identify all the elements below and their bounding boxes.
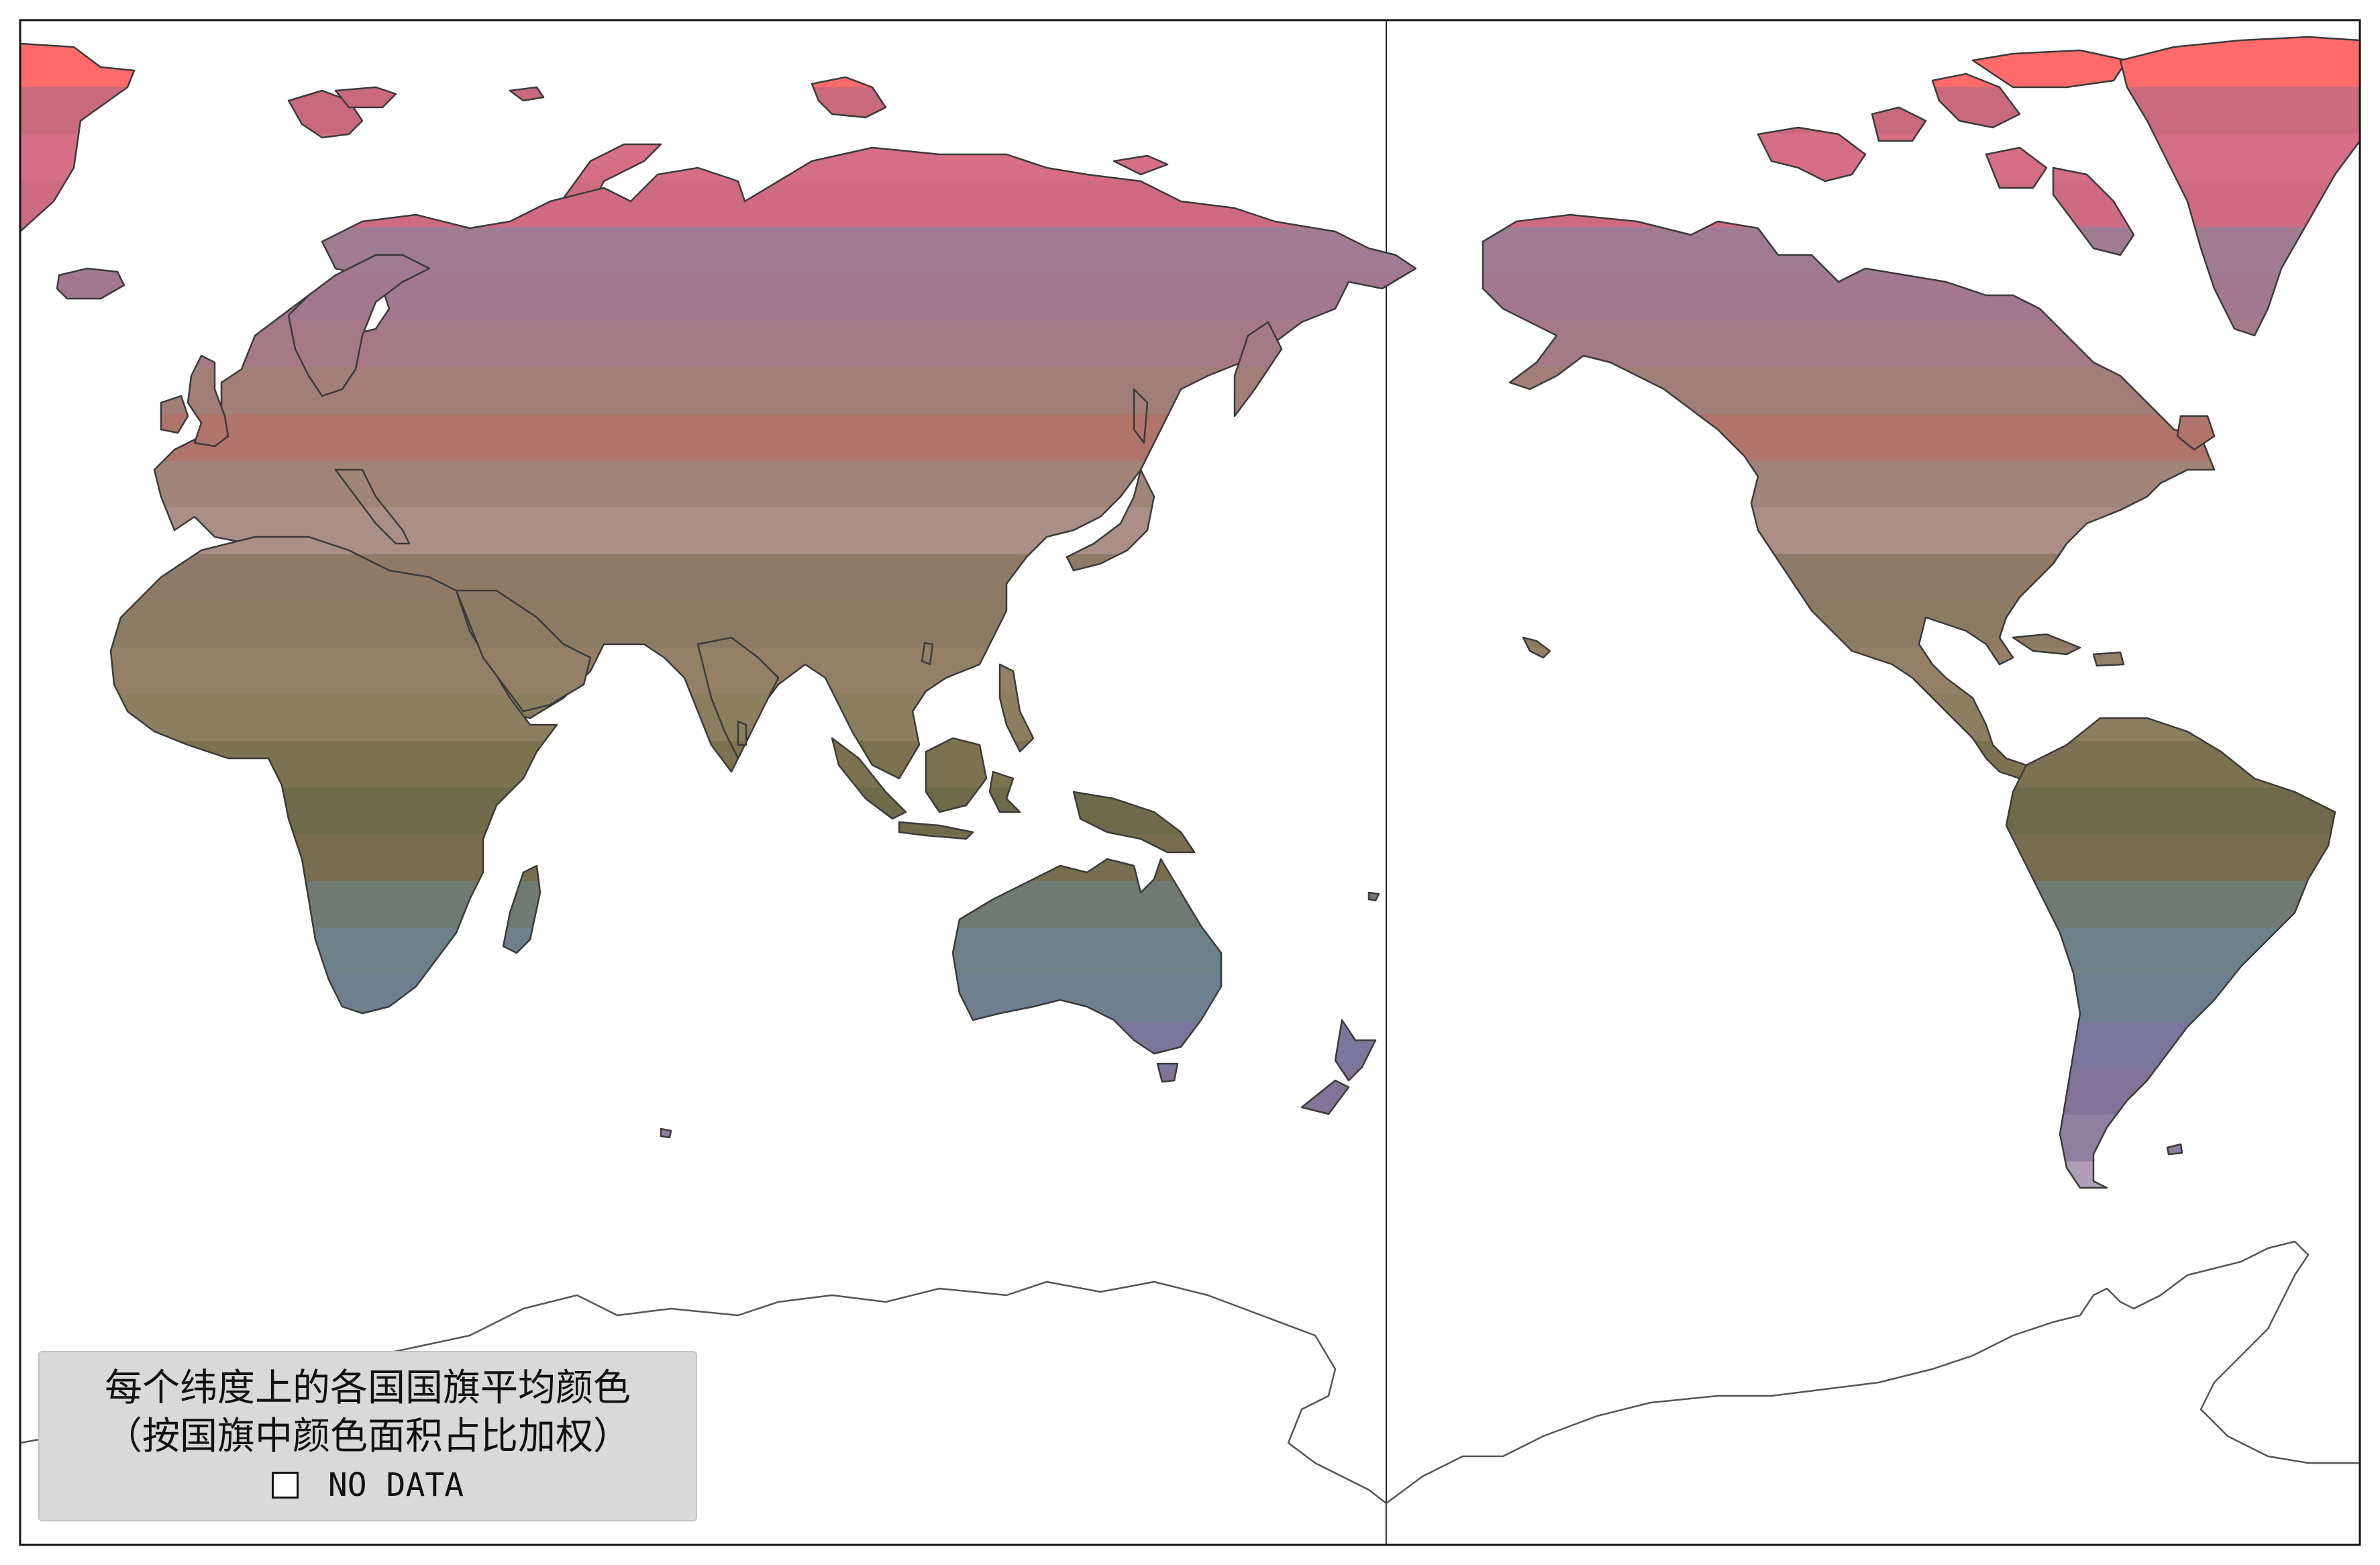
antarctica-east-half <box>1385 1240 2361 1546</box>
arctic-archipelago-1 <box>1757 126 1867 183</box>
africa <box>109 536 558 1015</box>
java <box>898 821 974 840</box>
severnaya-zemlya <box>811 76 887 119</box>
baffin-island <box>2052 166 2135 256</box>
ellesmere-island <box>1971 49 2128 89</box>
sri-lanka <box>737 720 747 746</box>
hawaii <box>1522 636 1551 659</box>
hispaniola <box>2092 651 2125 667</box>
india <box>696 636 780 760</box>
north-america <box>1482 213 2216 787</box>
fiji <box>1367 891 1380 902</box>
new-siberian-islands <box>1113 154 1169 176</box>
arctic-archipelago-2 <box>1871 106 1927 142</box>
south-pacific-island <box>660 1127 672 1139</box>
philippines <box>998 663 1035 753</box>
franz-josef-land <box>509 86 545 102</box>
legend-title-line-2: （按国旗中颜色面积占比加权） <box>105 1415 631 1458</box>
south-america <box>2005 717 2336 1189</box>
legend-no-data-entry: NO DATA <box>40 1465 696 1505</box>
cuba <box>2012 633 2081 656</box>
sumatra <box>831 737 907 820</box>
japan <box>1066 468 1155 572</box>
italy <box>334 468 411 545</box>
sulawesi <box>988 770 1021 813</box>
new-guinea <box>1072 791 1196 854</box>
tasmania <box>1156 1062 1179 1083</box>
new-zealand-north <box>1334 1019 1377 1082</box>
ireland <box>160 395 189 434</box>
arabia <box>455 589 592 713</box>
land-masses <box>19 36 2361 1189</box>
falkland-islands <box>2166 1143 2183 1156</box>
scandinavia <box>287 254 431 397</box>
arctic-archipelago-3 <box>1931 72 2021 129</box>
greenland-west-piece <box>19 42 136 233</box>
legend: 每个纬度上的各国国旗平均颜色 （按国旗中颜色面积占比加权） NO DATA <box>38 1351 697 1521</box>
great-britain <box>187 354 229 448</box>
kamchatka <box>1233 321 1283 417</box>
no-data-label: NO DATA <box>327 1466 464 1504</box>
taiwan <box>921 642 934 666</box>
sakhalin <box>1133 388 1149 444</box>
madagascar <box>502 864 541 954</box>
iceland <box>56 267 125 300</box>
borneo <box>925 737 988 813</box>
new-zealand-south <box>1300 1079 1350 1115</box>
arctic-archipelago-4 <box>1985 146 2048 189</box>
legend-title-line-1: 每个纬度上的各国国旗平均颜色 <box>105 1366 631 1410</box>
map-border-top <box>19 19 2361 1546</box>
australia <box>951 858 1223 1055</box>
no-data-swatch <box>271 1472 299 1499</box>
newfoundland <box>2176 415 2216 451</box>
greenland <box>2119 36 2361 337</box>
svalbard-east <box>334 86 397 109</box>
